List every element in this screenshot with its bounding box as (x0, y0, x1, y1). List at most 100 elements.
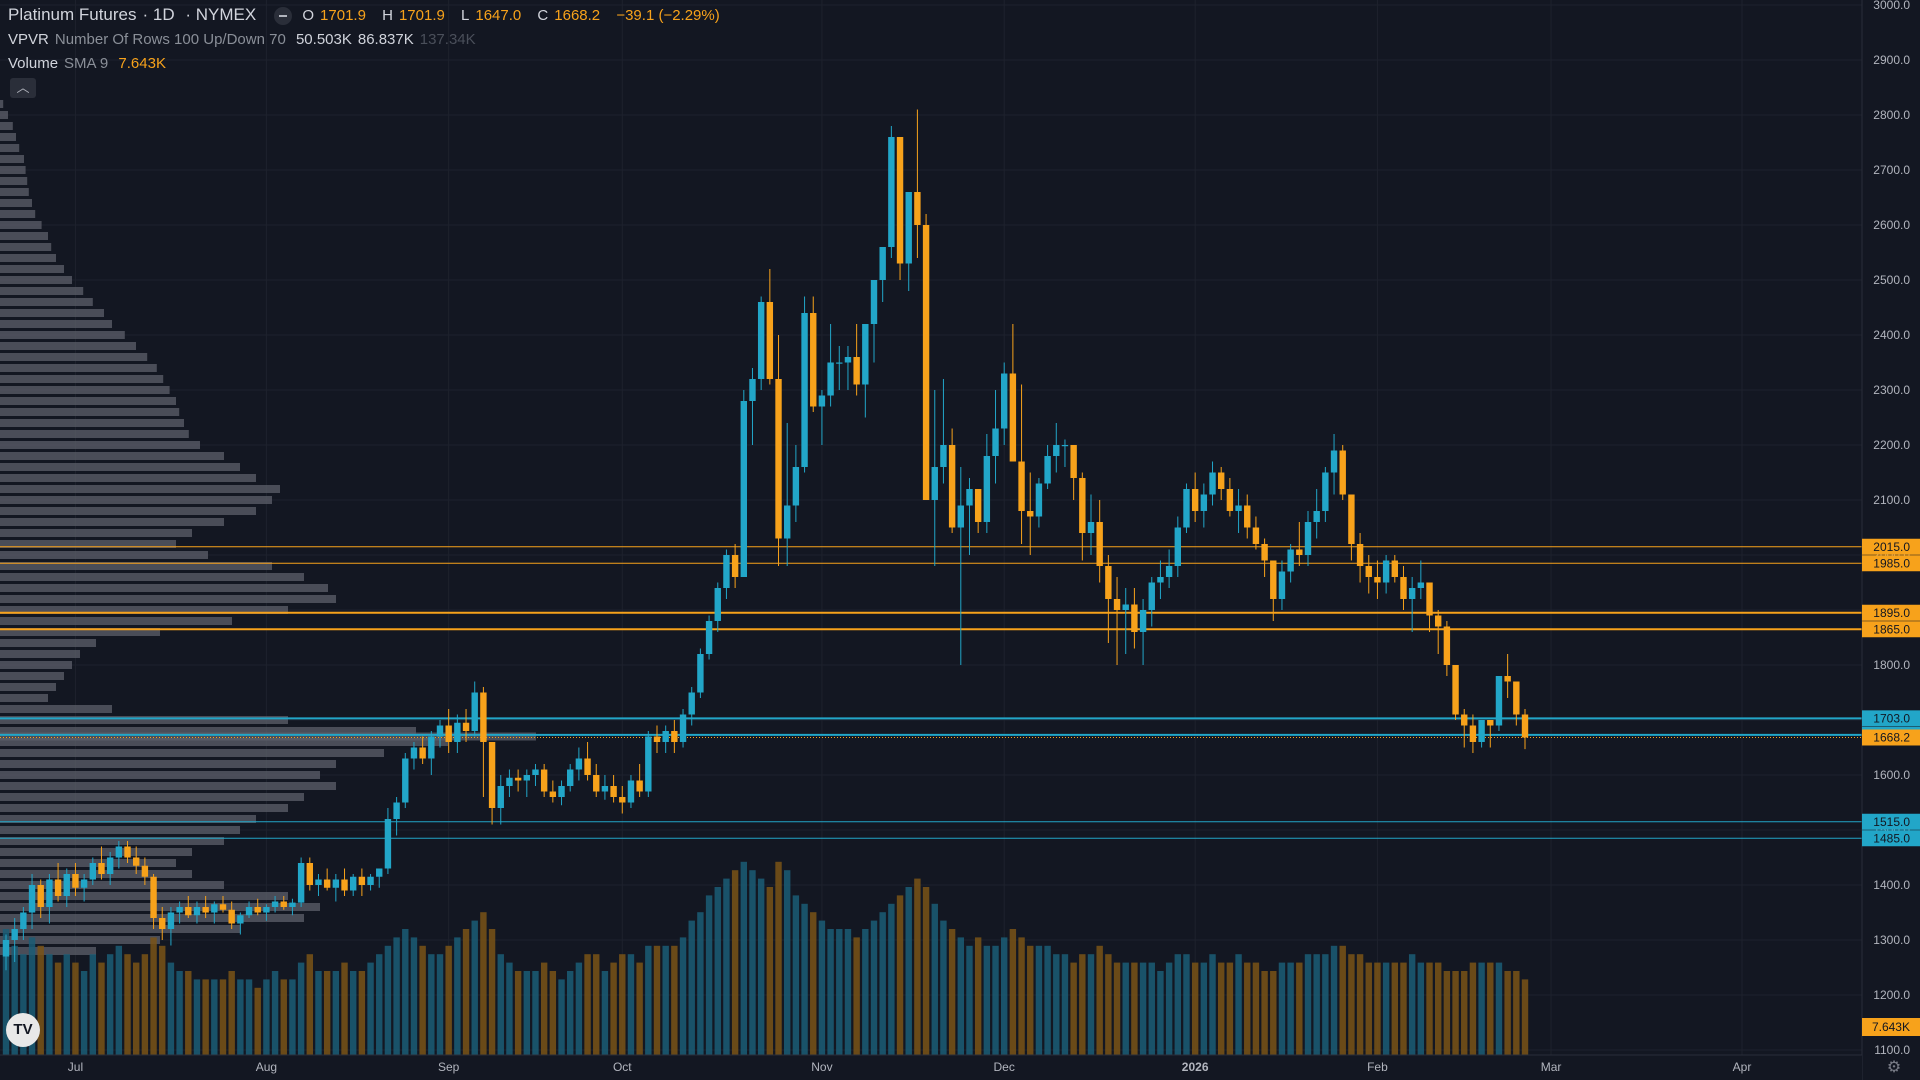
candle-body[interactable] (731, 555, 739, 577)
candle-body[interactable] (1165, 566, 1173, 577)
candle-body[interactable] (740, 401, 747, 577)
candle-body[interactable] (219, 904, 227, 910)
candle-body[interactable] (662, 731, 669, 742)
candle-body[interactable] (211, 904, 218, 913)
candle-body[interactable] (80, 879, 88, 888)
candle-body[interactable] (549, 791, 557, 798)
candle-body[interactable] (384, 819, 392, 869)
candle-body[interactable] (1313, 511, 1320, 522)
candle-body[interactable] (20, 912, 27, 930)
candle-body[interactable] (1235, 505, 1242, 512)
candle-body[interactable] (818, 395, 826, 407)
tradingview-logo[interactable]: TV (6, 1013, 40, 1047)
candle-body[interactable] (46, 879, 53, 908)
candle-body[interactable] (896, 137, 904, 264)
candle-body[interactable] (2, 940, 10, 957)
candle-body[interactable] (367, 876, 374, 885)
candle-body[interactable] (627, 780, 635, 803)
candle-body[interactable] (974, 489, 982, 522)
candle-body[interactable] (1521, 714, 1529, 738)
candle-body[interactable] (1417, 582, 1425, 589)
candle-body[interactable] (1278, 571, 1286, 600)
candle-body[interactable] (1131, 604, 1138, 633)
candle-body[interactable] (271, 901, 279, 908)
candle-body[interactable] (922, 225, 930, 500)
candle-body[interactable] (1027, 511, 1034, 517)
candle-body[interactable] (1435, 615, 1442, 627)
candle-body[interactable] (810, 313, 817, 407)
candle-body[interactable] (1391, 560, 1398, 578)
candle-body[interactable] (1252, 527, 1260, 545)
candle-body[interactable] (957, 505, 964, 528)
candle-body[interactable] (488, 742, 496, 808)
horizontal-levels[interactable] (0, 546, 1862, 839)
candle-body[interactable] (115, 846, 123, 858)
candle-body[interactable] (558, 786, 565, 797)
candle-body[interactable] (297, 863, 305, 903)
candle-body[interactable] (358, 876, 366, 885)
candle-body[interactable] (792, 467, 800, 506)
candle-body[interactable] (1287, 549, 1294, 572)
candle-body[interactable] (636, 780, 643, 792)
candle-body[interactable] (879, 247, 886, 280)
candle-body[interactable] (940, 445, 947, 467)
candle-body[interactable] (514, 777, 522, 781)
candle-body[interactable] (480, 692, 487, 743)
symbol-legend[interactable]: Platinum Futures · 1D · NYMEX O 1701.9 H 17… (8, 6, 726, 26)
candle-body[interactable] (280, 901, 287, 908)
candle-body[interactable] (844, 357, 852, 363)
candle-body[interactable] (1339, 450, 1346, 495)
candle-body[interactable] (1261, 544, 1268, 561)
candle-body[interactable] (245, 907, 253, 916)
candle-body[interactable] (1356, 544, 1364, 566)
candle-body[interactable] (888, 137, 895, 247)
candle-body[interactable] (1487, 720, 1494, 726)
candle-body[interactable] (1018, 461, 1025, 512)
candle-body[interactable] (1478, 720, 1485, 742)
candle-body[interactable] (1122, 604, 1129, 611)
candle-body[interactable] (1061, 445, 1069, 447)
candle-body[interactable] (193, 907, 201, 916)
candle-body[interactable] (645, 736, 652, 792)
candle-body[interactable] (1270, 560, 1277, 600)
candle-body[interactable] (289, 902, 296, 907)
vpvr-name[interactable]: VPVR (8, 31, 49, 48)
candle-body[interactable] (1105, 566, 1112, 599)
candle-body[interactable] (992, 428, 999, 457)
candle-body[interactable] (185, 907, 192, 916)
candle-body[interactable] (124, 846, 131, 858)
candle-body[interactable] (376, 868, 383, 877)
candle-body[interactable] (1191, 489, 1199, 511)
candle-body[interactable] (1244, 505, 1251, 528)
candle-body[interactable] (11, 929, 18, 940)
candle-body[interactable] (63, 874, 70, 896)
volume-study-name[interactable]: Volume (8, 55, 59, 72)
candle-body[interactable] (237, 915, 244, 924)
candle-body[interactable] (1374, 577, 1381, 583)
candle-body[interactable] (1330, 450, 1338, 473)
candle-body[interactable] (966, 489, 973, 506)
candle-body[interactable] (1183, 489, 1190, 528)
candle-body[interactable] (176, 907, 183, 913)
candle-body[interactable] (697, 654, 704, 693)
candle-body[interactable] (1426, 582, 1433, 616)
volume-legend[interactable]: Volume SMA 9 7.643K (8, 55, 172, 73)
gear-icon[interactable]: ⚙ (1886, 1059, 1902, 1076)
candle-body[interactable] (1452, 665, 1459, 715)
candle-body[interactable] (1079, 478, 1086, 533)
candle-body[interactable] (705, 621, 713, 654)
candle-body[interactable] (827, 362, 834, 396)
candles[interactable] (2, 109, 1529, 971)
candle-body[interactable] (914, 192, 921, 225)
candle-body[interactable] (506, 777, 513, 786)
candle-body[interactable] (983, 456, 991, 522)
candle-body[interactable] (1035, 483, 1043, 517)
candle-body[interactable] (1139, 610, 1147, 632)
candle-body[interactable] (410, 747, 418, 759)
candle-body[interactable] (749, 379, 756, 401)
candle-body[interactable] (133, 857, 140, 866)
candle-body[interactable] (1513, 681, 1520, 715)
candle-body[interactable] (836, 362, 843, 364)
candle-body[interactable] (610, 786, 617, 797)
